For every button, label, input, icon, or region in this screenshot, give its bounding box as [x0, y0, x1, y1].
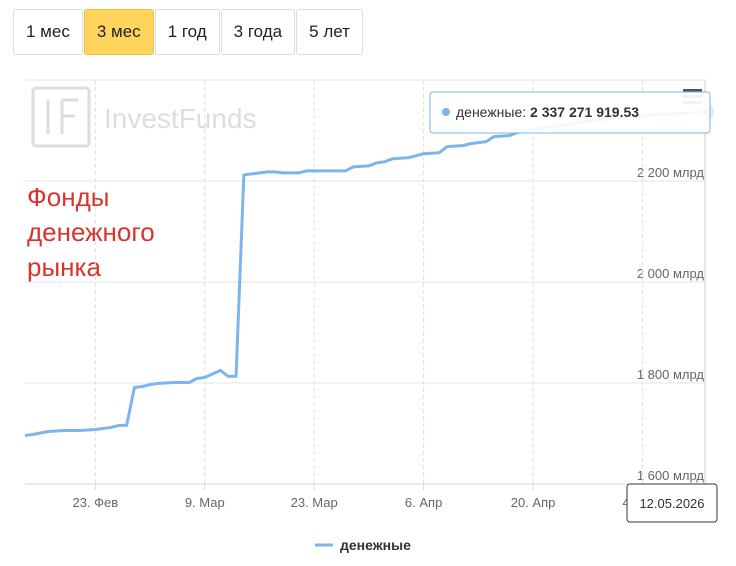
x-tick-label: 6. Апр — [405, 495, 442, 510]
menu-icon — [683, 89, 702, 92]
annotation: денежного — [27, 217, 155, 247]
legend-label: денежные — [340, 537, 411, 553]
range-button[interactable]: 1 год — [154, 9, 220, 55]
tooltip-value: 2 337 271 919.53 — [530, 104, 639, 120]
tooltip-date-box — [626, 483, 718, 523]
tooltip-box — [429, 91, 711, 134]
line — [24, 110, 706, 438]
tooltip-date: 12.05.2026 — [639, 496, 704, 511]
annotation: Фонды — [27, 182, 109, 212]
tooltip-sep: : — [522, 104, 530, 120]
y-tick-label: 1 800 млрд — [637, 367, 705, 382]
range-button[interactable]: 3 года — [220, 9, 296, 55]
x-tick-label: 20. Апр — [511, 495, 556, 510]
watermark-logo — [31, 86, 91, 148]
tooltip-text: денежные: 2 337 271 919.53 — [456, 104, 639, 120]
x-tick-label: 9. Мар — [185, 495, 225, 510]
watermark: InvestFunds — [104, 103, 257, 134]
range-button[interactable]: 1 мес — [13, 9, 83, 55]
range-button[interactable]: 5 лет — [296, 9, 363, 55]
tooltip-dot — [442, 108, 450, 116]
range-buttons: 1 мес 3 мес 1 год 3 года 5 лет — [13, 9, 364, 55]
range-button[interactable]: 3 мес — [83, 9, 154, 55]
tooltip-series: денежные — [456, 104, 522, 120]
y-tick-label: 2 200 млрд — [637, 165, 705, 180]
y-tick-label: 2 000 млрд — [637, 266, 705, 281]
y-tick-label: 1 600 млрд — [637, 468, 705, 483]
annotation: рынка — [27, 252, 101, 282]
x-tick-label: 23. Мар — [291, 495, 338, 510]
x-tick-label: 23. Фев — [72, 495, 118, 510]
